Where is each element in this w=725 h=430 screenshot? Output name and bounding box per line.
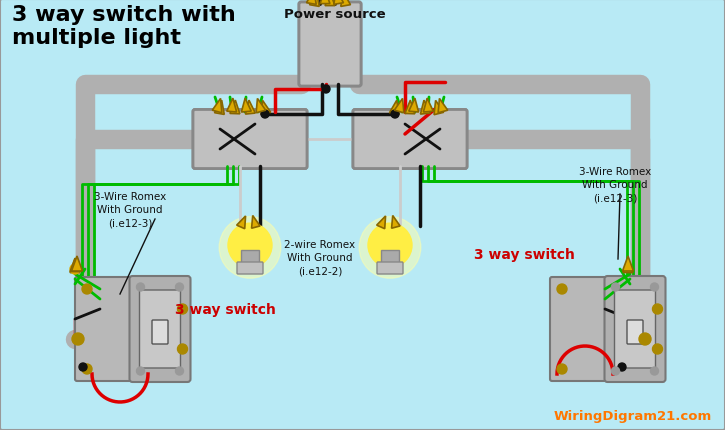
Circle shape [618, 363, 626, 371]
Circle shape [650, 367, 658, 375]
FancyBboxPatch shape [381, 250, 399, 265]
FancyBboxPatch shape [152, 320, 168, 344]
FancyBboxPatch shape [193, 110, 307, 169]
Circle shape [261, 111, 269, 119]
Text: 3-Wire Romex
With Ground
(i.e12-3): 3-Wire Romex With Ground (i.e12-3) [94, 191, 166, 227]
Polygon shape [241, 99, 252, 113]
Circle shape [368, 224, 412, 267]
Circle shape [652, 344, 663, 354]
Circle shape [557, 284, 567, 294]
Polygon shape [70, 259, 80, 273]
FancyBboxPatch shape [605, 276, 666, 382]
Circle shape [228, 224, 272, 267]
Polygon shape [423, 99, 434, 113]
FancyBboxPatch shape [353, 110, 467, 169]
Polygon shape [261, 101, 270, 115]
FancyBboxPatch shape [615, 290, 655, 368]
Circle shape [178, 304, 188, 314]
Polygon shape [341, 0, 350, 7]
Circle shape [82, 284, 92, 294]
Circle shape [175, 367, 183, 375]
Circle shape [72, 333, 84, 345]
Polygon shape [230, 101, 240, 114]
Circle shape [639, 333, 651, 345]
Polygon shape [227, 99, 236, 113]
Polygon shape [389, 101, 399, 115]
Circle shape [611, 367, 619, 375]
Text: 3 way switch with: 3 way switch with [12, 5, 236, 25]
Circle shape [70, 264, 80, 274]
Circle shape [136, 283, 144, 291]
Text: Power source: Power source [284, 8, 386, 21]
Circle shape [136, 367, 144, 375]
Polygon shape [438, 99, 448, 114]
Text: WiringDigram21.com: WiringDigram21.com [554, 409, 712, 422]
Text: 3 way switch: 3 way switch [175, 302, 276, 316]
Circle shape [219, 217, 281, 279]
Circle shape [322, 86, 330, 94]
Circle shape [557, 364, 567, 374]
Polygon shape [392, 216, 400, 229]
Polygon shape [623, 256, 634, 271]
Circle shape [652, 304, 663, 314]
Polygon shape [420, 101, 431, 115]
FancyBboxPatch shape [299, 3, 361, 87]
FancyBboxPatch shape [627, 320, 643, 344]
Polygon shape [320, 0, 330, 5]
Circle shape [611, 283, 619, 291]
Polygon shape [334, 0, 344, 6]
FancyBboxPatch shape [550, 277, 629, 381]
FancyBboxPatch shape [139, 290, 181, 368]
Polygon shape [394, 99, 404, 114]
Polygon shape [246, 101, 255, 115]
Polygon shape [325, 0, 335, 6]
Polygon shape [215, 101, 224, 115]
FancyBboxPatch shape [193, 110, 307, 169]
Text: 3 way switch: 3 way switch [474, 247, 575, 261]
FancyBboxPatch shape [75, 277, 154, 381]
Polygon shape [307, 0, 316, 6]
Circle shape [175, 283, 183, 291]
Polygon shape [623, 259, 633, 273]
Polygon shape [256, 99, 266, 114]
FancyBboxPatch shape [237, 262, 263, 274]
Text: multiple light: multiple light [12, 28, 181, 48]
Circle shape [391, 111, 399, 119]
FancyBboxPatch shape [241, 250, 259, 265]
FancyBboxPatch shape [299, 3, 361, 87]
Circle shape [79, 363, 87, 371]
Polygon shape [409, 99, 418, 113]
Polygon shape [252, 216, 260, 229]
Circle shape [650, 283, 658, 291]
Circle shape [82, 364, 92, 374]
FancyBboxPatch shape [130, 276, 191, 382]
FancyBboxPatch shape [377, 262, 403, 274]
Polygon shape [405, 101, 415, 114]
Polygon shape [212, 99, 222, 114]
Polygon shape [434, 101, 444, 115]
Text: 2-wire Romex
With Ground
(i.e12-2): 2-wire Romex With Ground (i.e12-2) [284, 239, 355, 276]
Polygon shape [310, 0, 319, 7]
Text: 3-Wire Romex
With Ground
(i.e12-3): 3-Wire Romex With Ground (i.e12-3) [579, 166, 651, 203]
Circle shape [359, 217, 420, 279]
Circle shape [178, 344, 188, 354]
Polygon shape [236, 216, 246, 229]
Polygon shape [72, 256, 83, 271]
FancyBboxPatch shape [353, 110, 467, 169]
Polygon shape [70, 258, 80, 272]
Polygon shape [377, 216, 386, 229]
